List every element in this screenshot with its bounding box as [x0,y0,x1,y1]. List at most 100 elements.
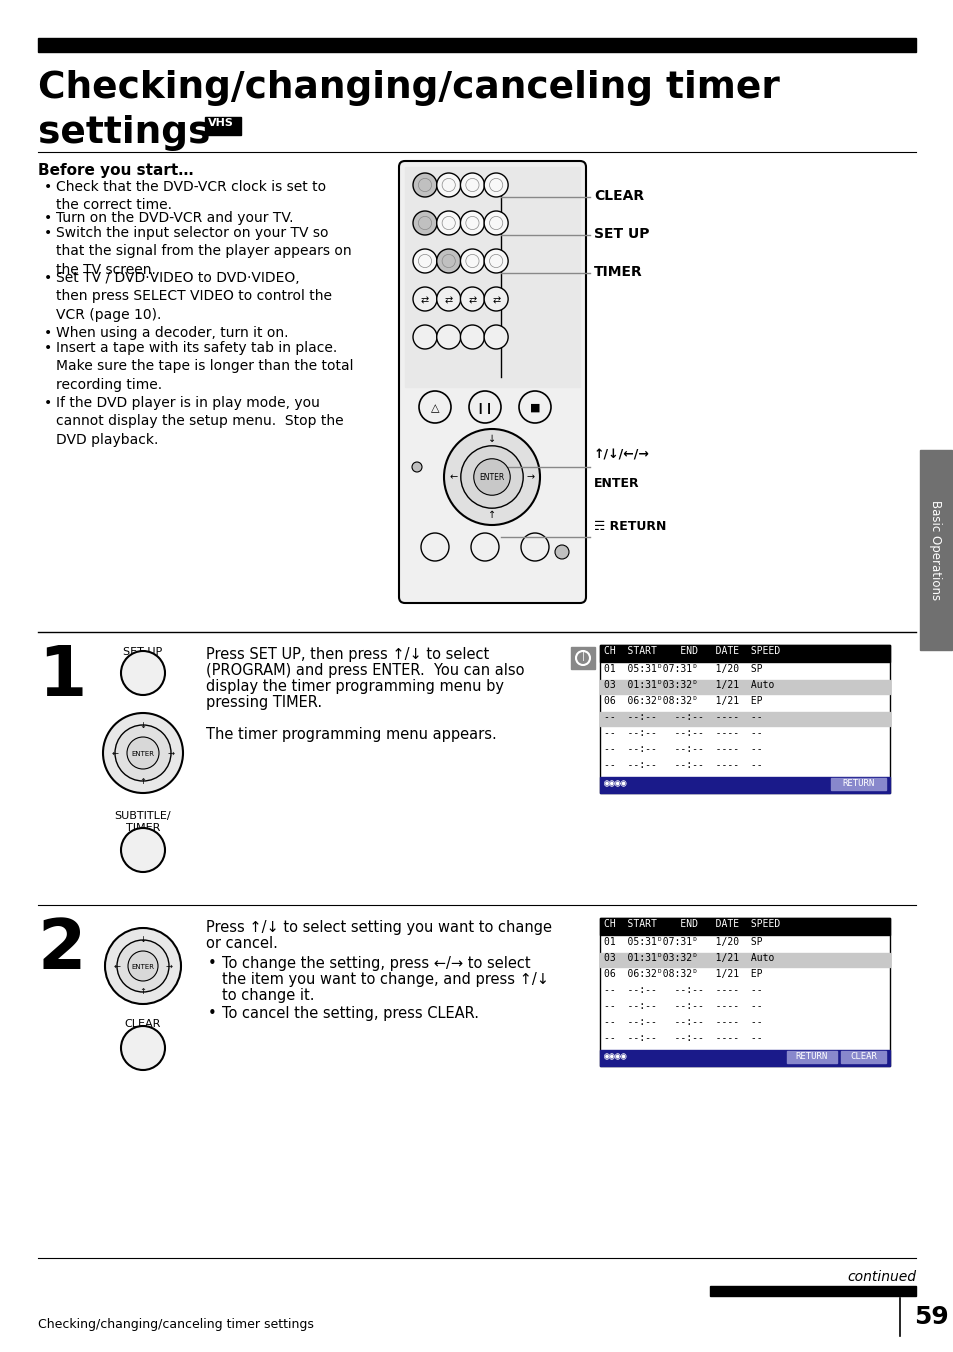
Text: the item you want to change, and press ↑/↓: the item you want to change, and press ↑… [222,972,548,987]
Bar [709,1286,915,1297]
Text: settings: settings [38,115,211,151]
Text: |: | [581,652,584,661]
Text: 59: 59 [913,1305,947,1329]
Text: •: • [44,180,52,193]
Text: ENTER: ENTER [594,477,639,489]
Circle shape [115,725,171,781]
Circle shape [121,652,165,695]
Text: △: △ [431,403,438,412]
Text: display the timer programming menu by: display the timer programming menu by [206,679,503,694]
Text: 2: 2 [38,917,87,983]
Text: ⇄: ⇄ [444,295,453,306]
Text: Check that the DVD-VCR clock is set to
the correct time.: Check that the DVD-VCR clock is set to t… [56,180,326,212]
Text: Insert a tape with its safety tab in place.
Make sure the tape is longer than th: Insert a tape with its safety tab in pla… [56,341,354,392]
Text: RETURN: RETURN [842,779,874,788]
Circle shape [474,458,510,495]
Circle shape [460,324,484,349]
Text: Press ↑/↓ to select setting you want to change: Press ↑/↓ to select setting you want to … [206,919,552,936]
Text: When using a decoder, turn it on.: When using a decoder, turn it on. [56,326,288,339]
Text: --  --:--   --:--  ----  --: -- --:-- --:-- ---- -- [603,1017,761,1028]
Text: (PROGRAM) and press ENTER.  You can also: (PROGRAM) and press ENTER. You can also [206,662,524,677]
Bar [841,1051,885,1063]
Text: SET UP: SET UP [123,648,162,657]
Text: --  --:--   --:--  ----  --: -- --:-- --:-- ---- -- [603,727,761,738]
Text: If the DVD player is in play mode, you
cannot display the setup menu.  Stop the
: If the DVD player is in play mode, you c… [56,396,343,446]
Text: →: → [526,472,534,483]
Bar [38,38,915,51]
Text: ⇄: ⇄ [420,295,429,306]
Circle shape [413,324,436,349]
Text: 06  06:32ᴰ08:32ᴰ   1/21  EP: 06 06:32ᴰ08:32ᴰ 1/21 EP [603,969,761,979]
Circle shape [520,533,548,561]
Bar [599,777,889,794]
Text: VHS: VHS [208,118,233,128]
Text: ENTER: ENTER [132,750,154,757]
Text: pressing TIMER.: pressing TIMER. [206,695,322,710]
Text: CLEAR: CLEAR [594,189,643,203]
Circle shape [418,391,451,423]
Circle shape [471,533,498,561]
Text: ⇄: ⇄ [468,295,476,306]
Text: Switch the input selector on your TV so
that the signal from the player appears : Switch the input selector on your TV so … [56,226,352,277]
Circle shape [483,249,508,273]
Text: continued: continued [846,1270,915,1284]
Text: --  --:--   --:--  ----  --: -- --:-- --:-- ---- -- [603,744,761,754]
Text: The timer programming menu appears.: The timer programming menu appears. [206,727,497,742]
Circle shape [412,462,421,472]
Circle shape [413,287,436,311]
Text: →: → [165,961,172,971]
Bar [599,1051,889,1065]
Bar [599,680,889,694]
Text: --  --:--   --:--  ----  --: -- --:-- --:-- ---- -- [603,760,761,771]
Text: CH  START    END   DATE  SPEED: CH START END DATE SPEED [603,646,780,656]
Bar [786,1051,836,1063]
Text: ◉◉◉◉: ◉◉◉◉ [603,777,627,788]
Text: ↑: ↑ [487,511,496,521]
Text: →: → [168,749,174,757]
Circle shape [469,391,500,423]
Text: CH  START    END   DATE  SPEED: CH START END DATE SPEED [603,919,780,929]
Circle shape [555,545,568,558]
Text: •: • [44,226,52,241]
Bar [919,450,951,650]
Circle shape [443,429,539,525]
Circle shape [105,927,181,1005]
Bar [599,953,889,967]
Circle shape [460,249,484,273]
Circle shape [483,211,508,235]
Circle shape [436,173,460,197]
Text: 01  05:31ᴰ07:31ᴰ   1/20  SP: 01 05:31ᴰ07:31ᴰ 1/20 SP [603,937,761,946]
Circle shape [483,287,508,311]
Text: •: • [44,326,52,339]
Text: Set TV / DVD·VIDEO to DVD·VIDEO,
then press SELECT VIDEO to control the
VCR (pag: Set TV / DVD·VIDEO to DVD·VIDEO, then pr… [56,270,332,322]
Text: ENTER: ENTER [478,473,504,483]
Text: ENTER: ENTER [132,964,154,969]
Text: --  --:--   --:--  ----  --: -- --:-- --:-- ---- -- [603,986,761,995]
Bar [599,918,889,1065]
Bar [571,648,595,669]
Text: •: • [44,270,52,285]
Text: •: • [44,211,52,224]
Bar [599,645,889,794]
Circle shape [460,211,484,235]
Text: ❙❙: ❙❙ [476,403,494,414]
Circle shape [128,950,158,982]
Text: ↑/↓/←/→: ↑/↓/←/→ [594,449,649,462]
Circle shape [460,173,484,197]
Text: 06  06:32ᴰ08:32ᴰ   1/21  EP: 06 06:32ᴰ08:32ᴰ 1/21 EP [603,696,761,706]
Text: --  --:--   --:--  ----  --: -- --:-- --:-- ---- -- [603,1033,761,1042]
Text: ←: ← [113,961,120,971]
Circle shape [121,827,165,872]
Circle shape [103,713,183,794]
Text: ☴ RETURN: ☴ RETURN [594,521,666,533]
Circle shape [413,173,436,197]
Bar [830,777,885,790]
Bar [599,645,889,662]
Text: Checking/changing/canceling timer: Checking/changing/canceling timer [38,70,779,105]
Text: SUBTITLE/
TIMER: SUBTITLE/ TIMER [114,811,172,833]
Text: To change the setting, press ←/→ to select: To change the setting, press ←/→ to sele… [222,956,530,971]
Circle shape [121,1026,165,1069]
Text: ↓: ↓ [487,434,496,443]
Text: •: • [208,956,216,971]
Text: ←: ← [112,749,118,757]
